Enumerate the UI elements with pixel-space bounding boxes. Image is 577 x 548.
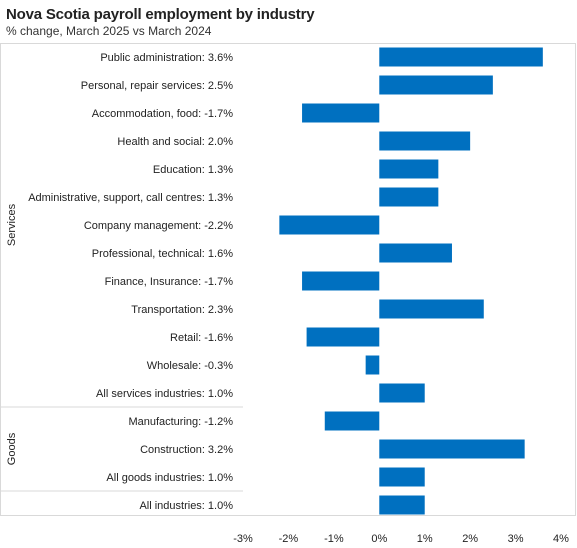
category-label: Health and social: 2.0% bbox=[117, 136, 233, 148]
category-label: All services industries: 1.0% bbox=[96, 388, 233, 400]
category-label: Finance, Insurance: -1.7% bbox=[105, 276, 234, 288]
bar bbox=[379, 243, 452, 263]
bar bbox=[379, 383, 425, 403]
bar bbox=[379, 439, 525, 459]
bar bbox=[379, 467, 425, 487]
category-label: All goods industries: 1.0% bbox=[106, 472, 233, 484]
group-label: Goods bbox=[6, 432, 18, 465]
bar bbox=[379, 187, 439, 207]
category-label: Accommodation, food: -1.7% bbox=[92, 108, 233, 120]
x-tick-label: -1% bbox=[324, 533, 344, 545]
bar bbox=[365, 355, 380, 375]
bar bbox=[306, 327, 380, 347]
x-tick-label: 0% bbox=[371, 533, 387, 545]
bar bbox=[379, 131, 471, 151]
bar bbox=[302, 271, 380, 291]
chart-subtitle: % change, March 2025 vs March 2024 bbox=[6, 24, 212, 38]
bar bbox=[324, 411, 380, 431]
category-label: Personal, repair services: 2.5% bbox=[81, 80, 233, 92]
category-label: Manufacturing: -1.2% bbox=[128, 416, 233, 428]
x-tick-label: 3% bbox=[508, 533, 524, 545]
category-label: Public administration: 3.6% bbox=[100, 52, 233, 64]
bar bbox=[379, 495, 425, 515]
category-label: All industries: 1.0% bbox=[139, 500, 233, 512]
group-label: Services bbox=[6, 203, 18, 246]
category-label: Construction: 3.2% bbox=[140, 444, 233, 456]
bar bbox=[302, 103, 380, 123]
category-label: Retail: -1.6% bbox=[170, 332, 233, 344]
bar bbox=[379, 159, 439, 179]
bar bbox=[379, 47, 543, 67]
category-label: Wholesale: -0.3% bbox=[147, 360, 233, 372]
chart-title: Nova Scotia payroll employment by indust… bbox=[6, 6, 315, 23]
x-tick-label: 1% bbox=[417, 533, 433, 545]
x-tick-label: -2% bbox=[279, 533, 299, 545]
x-tick-label: 4% bbox=[553, 533, 569, 545]
category-label: Administrative, support, call centres: 1… bbox=[28, 192, 233, 204]
bar bbox=[379, 299, 484, 319]
bar bbox=[379, 75, 493, 95]
x-tick-label: 2% bbox=[462, 533, 478, 545]
x-tick-label: -3% bbox=[233, 533, 253, 545]
category-label: Education: 1.3% bbox=[153, 164, 233, 176]
bar bbox=[279, 215, 380, 235]
category-label: Company management: -2.2% bbox=[84, 220, 233, 232]
category-label: Transportation: 2.3% bbox=[131, 304, 233, 316]
category-label: Professional, technical: 1.6% bbox=[92, 248, 233, 260]
plot-frame bbox=[0, 43, 576, 516]
